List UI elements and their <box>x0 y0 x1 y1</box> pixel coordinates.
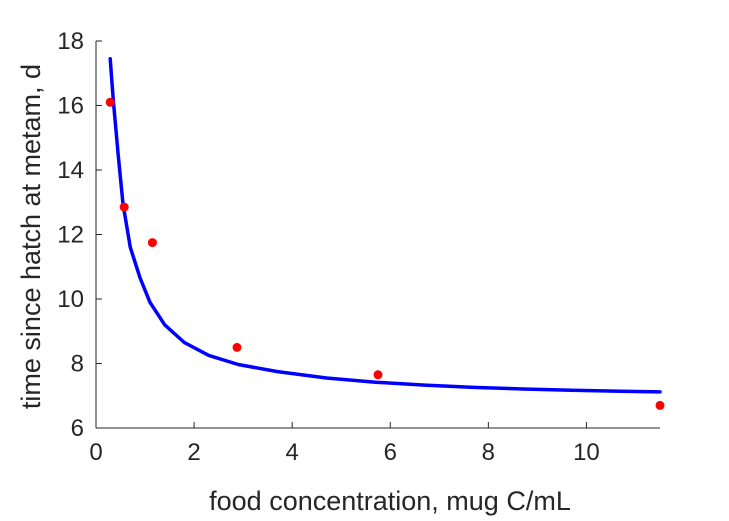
y-tick-label: 12 <box>57 222 84 249</box>
data-point <box>655 400 665 410</box>
x-ticks: 0 2 4 6 8 10 <box>89 422 600 466</box>
x-tick-label: 0 <box>89 439 102 466</box>
data-point <box>105 97 115 107</box>
data-point <box>373 370 383 380</box>
series <box>105 56 665 410</box>
x-axis-label: food concentration, mug C/mL <box>209 486 571 516</box>
x-tick-label: 2 <box>187 439 200 466</box>
data-point <box>232 342 242 352</box>
y-tick-label: 6 <box>71 415 84 442</box>
data-point <box>119 202 129 212</box>
data-point <box>147 238 157 248</box>
y-axis-label: time since hatch at metam, d <box>16 64 46 409</box>
x-tick-label: 6 <box>384 439 397 466</box>
x-tick-label: 10 <box>573 439 600 466</box>
fit-curve <box>108 56 662 394</box>
x-tick-label: 4 <box>285 439 298 466</box>
y-tick-label: 18 <box>57 28 84 55</box>
y-tick-label: 14 <box>57 157 84 184</box>
axes <box>95 41 660 429</box>
y-tick-label: 10 <box>57 286 84 313</box>
y-ticks: 6 8 10 12 14 16 18 <box>57 28 102 442</box>
y-tick-label: 16 <box>57 93 84 120</box>
y-tick-label: 8 <box>71 351 84 378</box>
x-tick-label: 8 <box>482 439 495 466</box>
